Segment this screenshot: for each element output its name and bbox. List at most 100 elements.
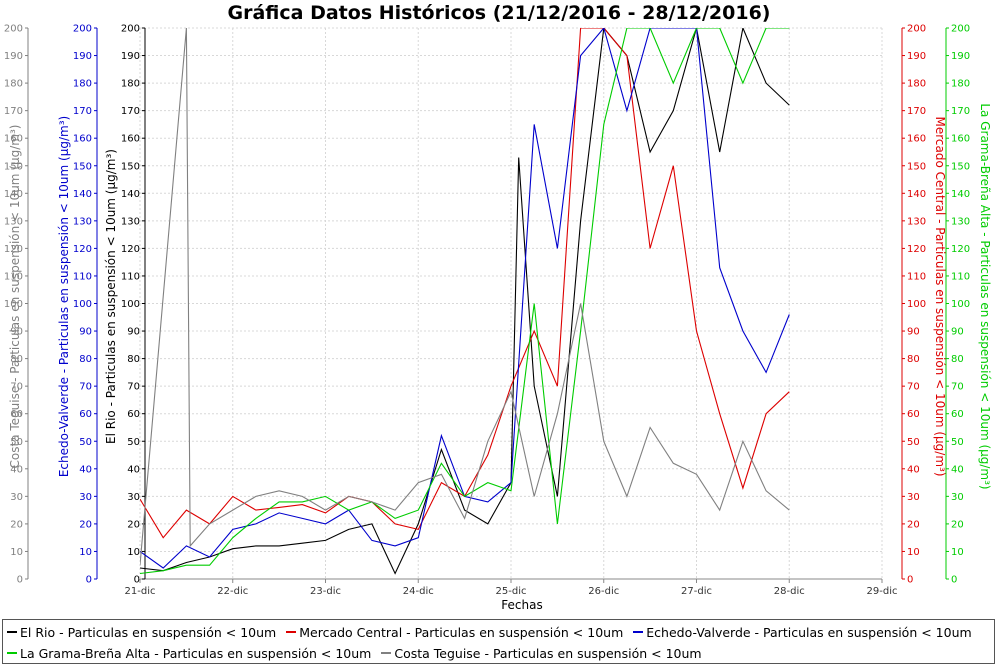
y-tick-label: 110: [907, 271, 926, 282]
axis-label-la-grama: La Grama-Breña Alta - Particulas en susp…: [978, 103, 992, 489]
y-tick-label: 50: [907, 437, 920, 448]
y-tick-label: 160: [4, 134, 23, 145]
chart: Gráfica Datos Históricos (21/12/2016 - 2…: [4, 2, 992, 612]
y-tick-label: 160: [907, 134, 926, 145]
axis-label-el-rio: El Rio - Particulas en suspensión < 10um…: [104, 149, 118, 444]
y-tick-label: 160: [951, 134, 970, 145]
y-tick-label: 60: [10, 409, 23, 420]
y-tick-label: 190: [73, 51, 92, 62]
y-tick-label: 110: [73, 271, 92, 282]
axis-label-mercado-central: Mercado Central - Particulas en suspensi…: [933, 116, 947, 476]
y-tick-label: 40: [951, 464, 964, 475]
series-line-3: [140, 28, 790, 575]
x-tick-label: 29-dic: [867, 586, 898, 597]
y-tick-label: 170: [951, 106, 970, 117]
x-axis-label: Fechas: [501, 598, 542, 612]
axis-label-costa-teguise: Costa Teguise - Particulas en suspensión…: [8, 125, 22, 469]
y-tick-label: 200: [4, 24, 23, 35]
y-tick-label: 110: [121, 271, 140, 282]
y-tick-label: 180: [951, 79, 970, 90]
y-tick-label: 0: [134, 575, 140, 586]
y-tick-label: 0: [86, 575, 92, 586]
x-tick-label: 22-dic: [217, 586, 248, 597]
chart-title: Gráfica Datos Históricos (21/12/2016 - 2…: [228, 2, 771, 24]
y-tick-label: 100: [121, 299, 140, 310]
y-tick-label: 120: [121, 244, 140, 255]
y-tick-label: 190: [951, 51, 970, 62]
x-tick-label: 27-dic: [681, 586, 712, 597]
legend-swatch: [286, 631, 297, 633]
legend-swatch: [381, 652, 392, 654]
x-tick-label: 26-dic: [588, 586, 619, 597]
legend-item-el-rio: El Rio - Particulas en suspensión < 10um: [7, 625, 276, 640]
y-tick-label: 170: [907, 106, 926, 117]
y-tick-label: 200: [73, 24, 92, 35]
y-tick-label: 50: [951, 437, 964, 448]
y-tick-label: 150: [907, 161, 926, 172]
y-tick-label: 100: [4, 299, 23, 310]
y-tick-label: 0: [907, 575, 913, 586]
y-tick-label: 180: [121, 79, 140, 90]
y-tick-label: 150: [73, 161, 92, 172]
y-tick-label: 10: [79, 547, 92, 558]
y-tick-label: 200: [907, 24, 926, 35]
y-tick-label: 80: [951, 354, 964, 365]
y-tick-label: 40: [79, 464, 92, 475]
y-tick-label: 120: [907, 244, 926, 255]
legend-swatch: [633, 631, 644, 633]
y-tick-label: 120: [951, 244, 970, 255]
y-tick-label: 150: [4, 161, 23, 172]
y-tick-label: 110: [4, 271, 23, 282]
y-tick-label: 180: [4, 79, 23, 90]
y-tick-label: 0: [17, 575, 23, 586]
y-tick-label: 170: [73, 106, 92, 117]
legend-item-echedo-valverde: Echedo-Valverde - Particulas en suspensi…: [633, 625, 972, 640]
y-tick-label: 20: [79, 519, 92, 530]
y-tick-label: 0: [951, 575, 957, 586]
y-tick-label: 10: [907, 547, 920, 558]
y-tick-label: 90: [79, 327, 92, 338]
y-tick-label: 130: [73, 216, 92, 227]
y-tick-label: 30: [127, 492, 140, 503]
y-tick-label: 160: [73, 134, 92, 145]
y-tick-label: 20: [10, 519, 23, 530]
y-tick-label: 140: [73, 189, 92, 200]
y-tick-label: 190: [907, 51, 926, 62]
y-tick-label: 120: [4, 244, 23, 255]
series-line-4: [140, 28, 790, 566]
legend-item-costa-teguise: Costa Teguise - Particulas en suspensión…: [381, 646, 702, 661]
y-tick-label: 150: [951, 161, 970, 172]
y-tick-label: 80: [10, 354, 23, 365]
y-tick-label: 190: [121, 51, 140, 62]
y-tick-label: 70: [907, 382, 920, 393]
x-tick-label: 28-dic: [774, 586, 805, 597]
y-tick-label: 70: [79, 382, 92, 393]
y-tick-label: 70: [10, 382, 23, 393]
y-tick-label: 130: [4, 216, 23, 227]
y-tick-label: 40: [127, 464, 140, 475]
y-tick-label: 190: [4, 51, 23, 62]
y-tick-label: 130: [121, 216, 140, 227]
legend-item-mercado-central: Mercado Central - Particulas en suspensi…: [286, 625, 623, 640]
y-tick-label: 140: [951, 189, 970, 200]
x-tick-label: 24-dic: [403, 586, 434, 597]
x-tick-label: 21-dic: [125, 586, 156, 597]
y-tick-label: 60: [127, 409, 140, 420]
y-tick-label: 120: [73, 244, 92, 255]
y-tick-label: 180: [907, 79, 926, 90]
y-tick-label: 170: [121, 106, 140, 117]
y-tick-label: 30: [10, 492, 23, 503]
y-tick-label: 80: [127, 354, 140, 365]
y-tick-label: 180: [73, 79, 92, 90]
x-tick-label: 23-dic: [310, 586, 341, 597]
y-tick-label: 60: [907, 409, 920, 420]
y-tick-label: 30: [951, 492, 964, 503]
y-tick-label: 140: [121, 189, 140, 200]
legend-item-la-grama: La Grama-Breña Alta - Particulas en susp…: [7, 646, 371, 661]
axis-labels: Costa Teguise - Particulas en suspensión…: [8, 103, 992, 489]
y-tick-label: 140: [907, 189, 926, 200]
y-tick-label: 110: [951, 271, 970, 282]
x-tick-label: 25-dic: [496, 586, 527, 597]
y-tick-label: 140: [4, 189, 23, 200]
legend-row-2: La Grama-Breña Alta - Particulas en susp…: [7, 643, 712, 663]
